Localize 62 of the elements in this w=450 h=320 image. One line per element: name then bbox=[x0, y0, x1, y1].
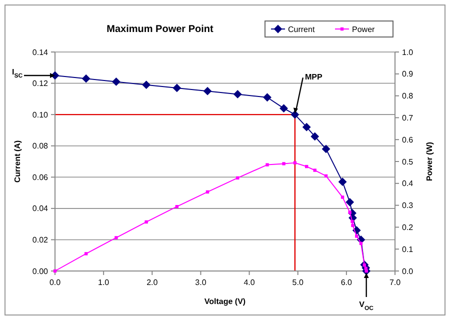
point bbox=[351, 224, 354, 228]
y2-tick-label: 0.7 bbox=[402, 114, 414, 122]
annotation: MPP bbox=[304, 72, 323, 82]
y-tick-label: 0.12 bbox=[32, 79, 49, 88]
y2-tick-label: 0.9 bbox=[402, 70, 414, 79]
annotation: V$_{OC}$ bbox=[359, 300, 374, 312]
point bbox=[302, 122, 311, 132]
y2-tick-label: 0.6 bbox=[402, 135, 414, 144]
point bbox=[142, 80, 151, 90]
y2-tick-label: 0.0 bbox=[402, 266, 414, 276]
point bbox=[82, 74, 90, 83]
y2-tick-label: 0.2 bbox=[402, 223, 414, 232]
y2-tick-label: 0.1 bbox=[402, 244, 414, 254]
point bbox=[84, 252, 88, 256]
x-tick-label: 6.0 bbox=[340, 278, 353, 287]
y-tick-label: 0.14 bbox=[32, 48, 49, 57]
x-tick-label: 2.0 bbox=[146, 278, 158, 287]
point bbox=[338, 178, 347, 186]
point bbox=[263, 93, 272, 102]
point bbox=[290, 110, 300, 119]
x-tick-label: 0.0 bbox=[49, 278, 62, 287]
point bbox=[348, 210, 352, 214]
legend-label: Current bbox=[288, 24, 316, 34]
point bbox=[266, 163, 269, 166]
x-axis-title: Voltage (V) bbox=[204, 297, 246, 306]
y2-tick-label: 0.3 bbox=[402, 201, 414, 210]
legend-label: Power bbox=[352, 24, 376, 34]
point bbox=[172, 84, 182, 92]
y-axis-title: Current (A) bbox=[13, 140, 22, 183]
chart-title: Maximum Power Point bbox=[106, 24, 214, 35]
point bbox=[310, 132, 320, 141]
y-tick-label: 0.08 bbox=[32, 142, 49, 151]
point bbox=[355, 234, 358, 238]
x-tick-label: 5.0 bbox=[292, 278, 304, 287]
x-tick-label: 1.0 bbox=[98, 278, 110, 287]
point bbox=[144, 220, 148, 224]
y-tick-label: 0.00 bbox=[32, 266, 49, 276]
x-tick-label: 3.0 bbox=[195, 278, 207, 287]
y2-axis-title: Power (W) bbox=[425, 142, 434, 182]
y-tick-label: 0.10 bbox=[32, 110, 49, 120]
y2-tick-label: 1.0 bbox=[402, 48, 414, 57]
point bbox=[114, 236, 118, 240]
y2-tick-label: 0.5 bbox=[402, 157, 414, 166]
y2-tick-label: 0.8 bbox=[402, 92, 414, 101]
point bbox=[322, 144, 330, 154]
point bbox=[346, 198, 354, 206]
y-tick-label: 0.02 bbox=[32, 236, 49, 245]
point bbox=[203, 86, 212, 96]
point bbox=[282, 162, 286, 166]
point bbox=[280, 104, 288, 113]
point bbox=[112, 78, 120, 86]
point bbox=[313, 168, 316, 172]
y2-tick-label: 0.4 bbox=[402, 179, 414, 188]
x-tick-label: 4.0 bbox=[244, 278, 256, 287]
y-tick-label: 0.06 bbox=[32, 172, 49, 182]
point bbox=[350, 220, 354, 224]
annotation: I$_{SC}$ bbox=[12, 67, 24, 80]
point bbox=[340, 196, 344, 199]
point bbox=[293, 161, 297, 164]
y-tick-label: 0.04 bbox=[32, 204, 49, 214]
point bbox=[233, 90, 242, 98]
x-tick-label: 7.0 bbox=[389, 278, 402, 287]
